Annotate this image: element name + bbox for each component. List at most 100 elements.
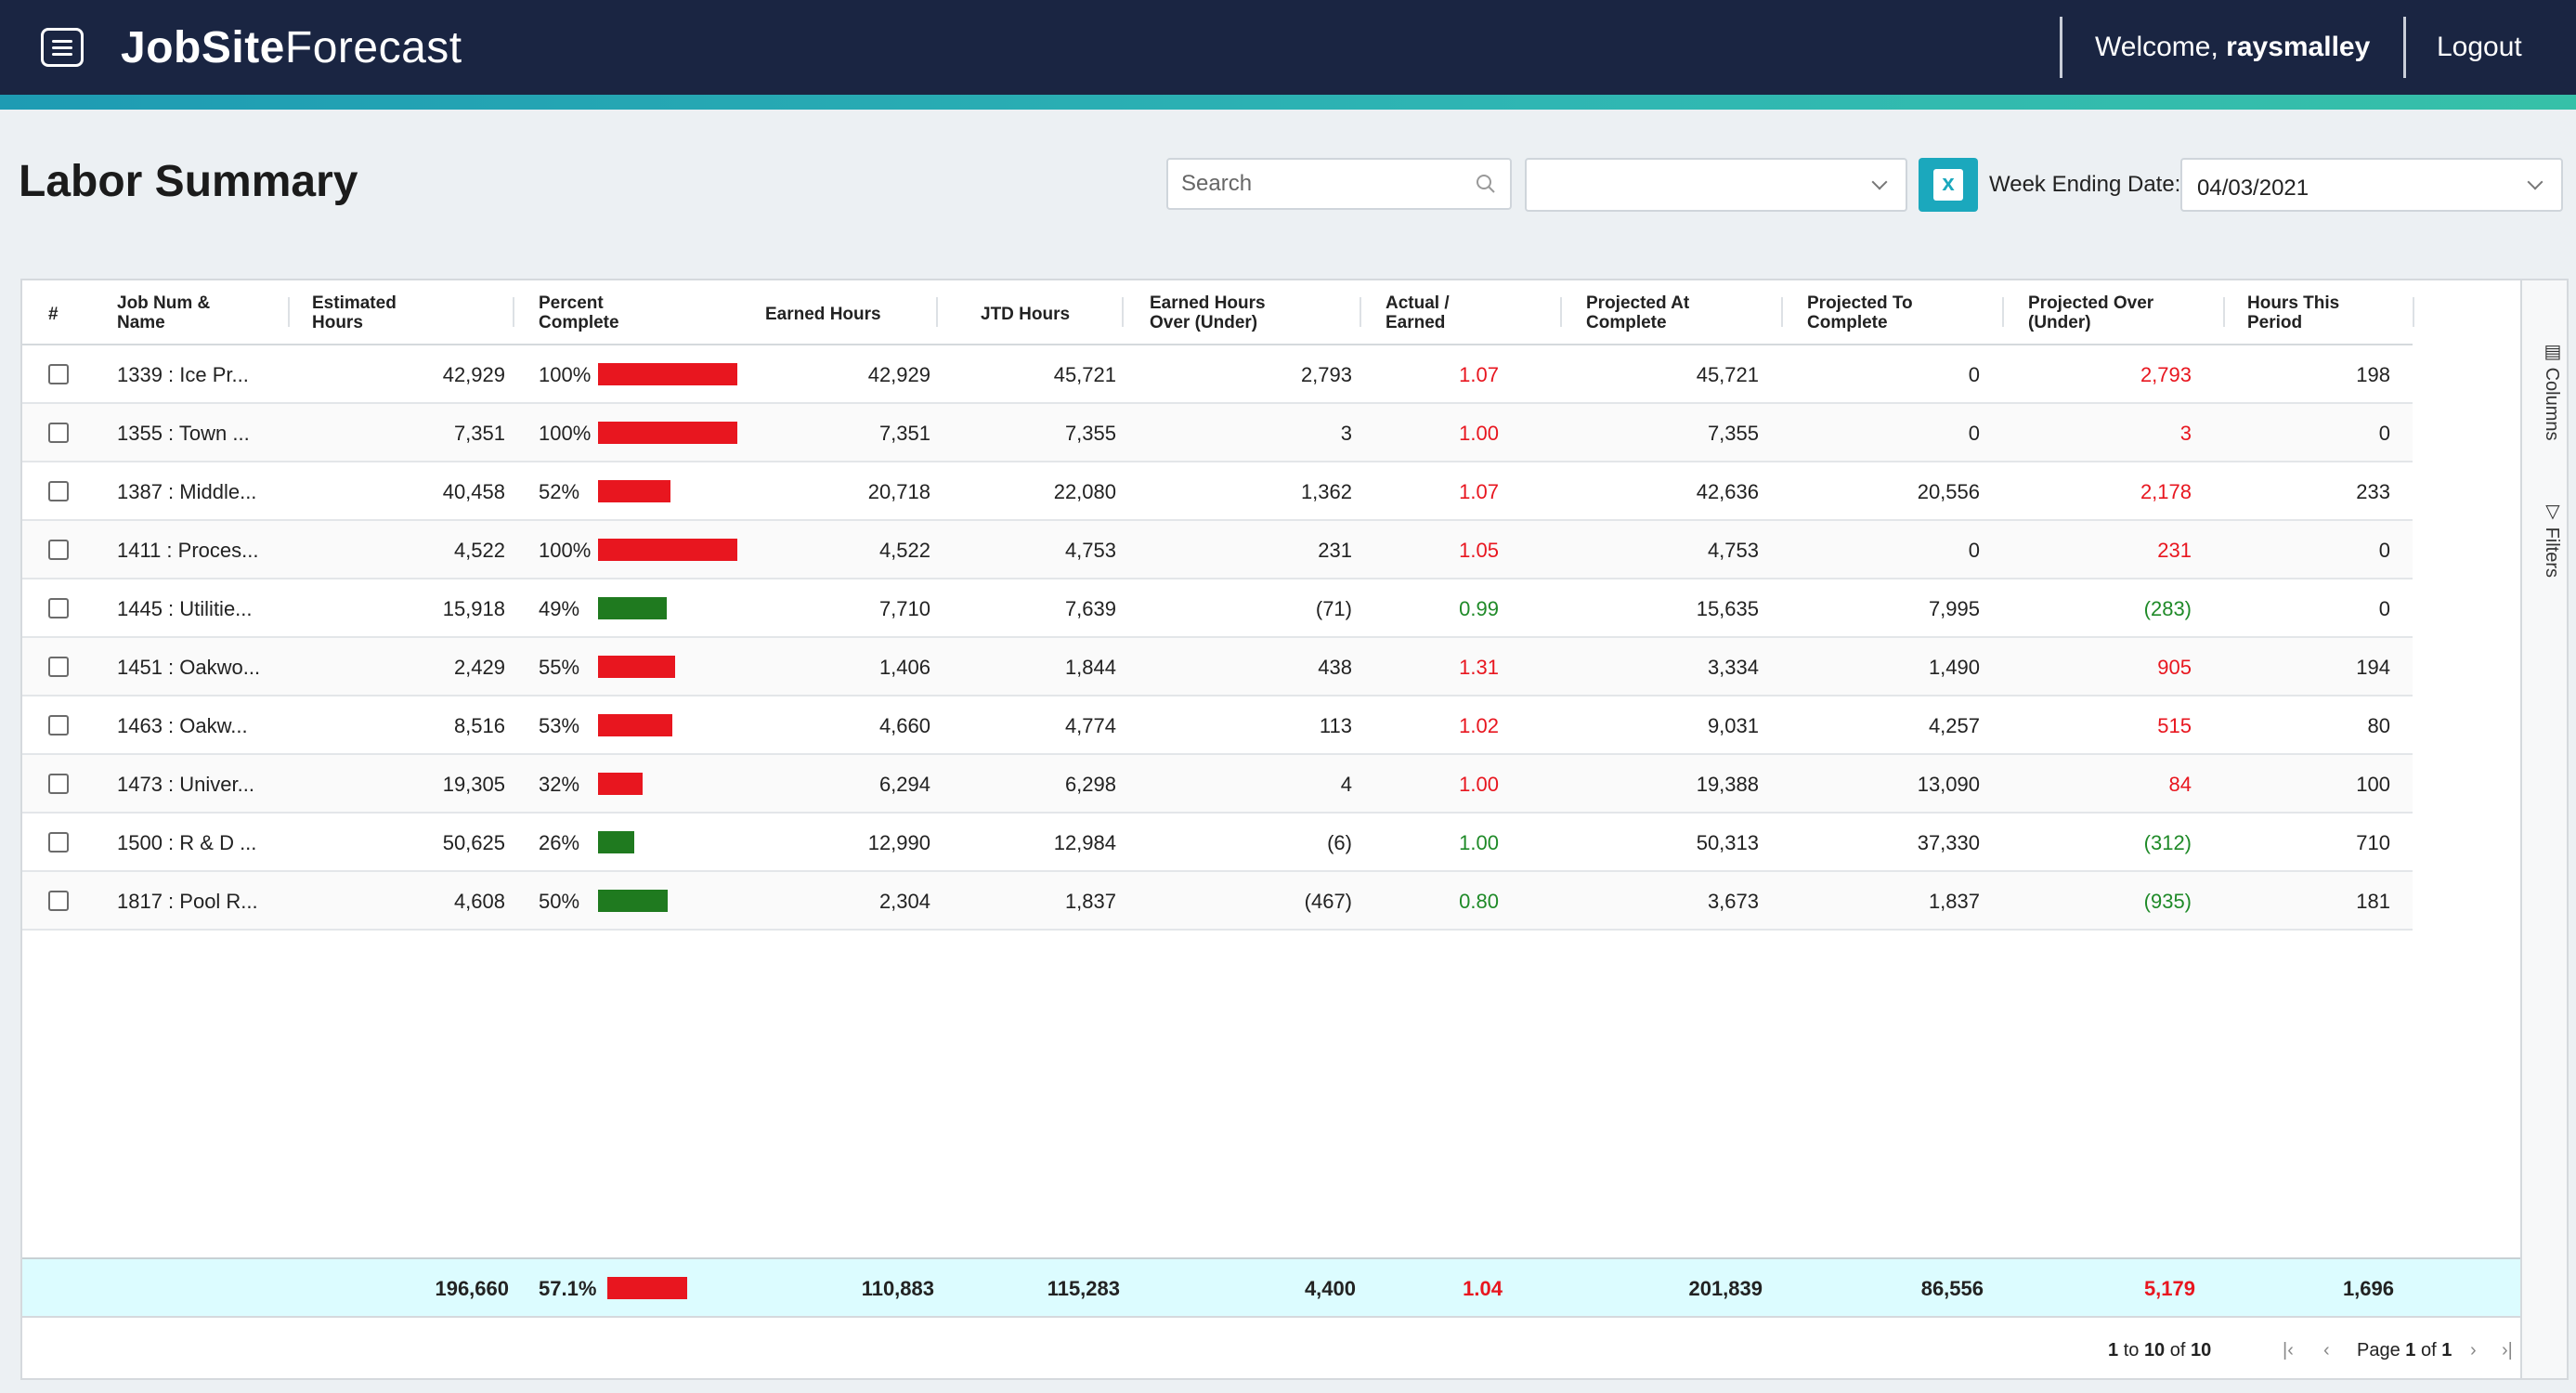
table-row[interactable]: 1500 : R & D ... 50,625 26% 12,990 12,984 (6)… [22, 814, 2413, 872]
job-name-cell[interactable]: 1473 : Univer... [117, 773, 254, 796]
search-box[interactable] [1166, 158, 1512, 210]
job-name-cell[interactable]: 1445 : Utilitie... [117, 597, 253, 620]
table-row[interactable]: 1463 : Oakw... 8,516 53% 4,660 4,774 113 1.02 9… [22, 696, 2413, 755]
col-header-hours-this-period[interactable]: Hours This Period [2247, 293, 2340, 332]
percent-complete-cell: 55% [539, 656, 580, 679]
col-header-projected-at-complete[interactable]: Projected At Complete [1586, 293, 1690, 332]
table-row[interactable]: 1817 : Pool R... 4,608 50% 2,304 1,837 (467) 0… [22, 872, 2413, 931]
hours-this-period-cell: 181 [2356, 890, 2390, 913]
jtd-hours-cell: 45,721 [1053, 363, 1116, 386]
week-ending-value: 04/03/2021 [2197, 176, 2309, 201]
pagination-bar: 1 to 10 of 10 |‹ ‹ Page 1 of 1 › ›| [22, 1316, 2522, 1378]
filter-dropdown[interactable] [1525, 158, 1907, 212]
header-divider [2403, 17, 2406, 78]
projected-to-complete-cell: 0 [1968, 539, 1980, 562]
row-checkbox[interactable] [48, 832, 69, 853]
projected-at-complete-cell: 3,673 [1707, 890, 1759, 913]
job-name-cell[interactable]: 1500 : R & D ... [117, 831, 257, 854]
table-row[interactable]: 1339 : Ice Pr... 42,929 100% 42,929 45,721 2,… [22, 345, 2413, 404]
col-header-earned-over-under[interactable]: Earned Hours Over (Under) [1150, 293, 1266, 332]
projected-at-complete-cell: 50,313 [1696, 831, 1759, 854]
estimated-hours-cell: 4,522 [453, 539, 505, 562]
percent-complete-cell: 53% [539, 714, 580, 737]
total-hours-this-period: 1,696 [2342, 1277, 2394, 1300]
row-checkbox[interactable] [48, 891, 69, 911]
earned-over-under-cell: (6) [1327, 831, 1352, 854]
username: raysmalley [2226, 32, 2371, 62]
actual-earned-cell: 1.00 [1459, 773, 1499, 796]
columns-panel-tab[interactable]: ▤ Columns [2542, 340, 2562, 441]
search-input[interactable] [1168, 160, 1456, 208]
table-row[interactable]: 1387 : Middle... 40,458 52% 20,718 22,080 1,3… [22, 462, 2413, 521]
actual-earned-cell: 1.02 [1459, 714, 1499, 737]
percent-complete-bar [598, 890, 668, 912]
total-earned: 110,883 [861, 1277, 934, 1300]
brand-logo[interactable]: JobSiteForecast [121, 23, 462, 72]
table-row[interactable]: 1451 : Oakwo... 2,429 55% 1,406 1,844 438 1.31… [22, 638, 2413, 696]
next-page-icon[interactable]: › [2470, 1340, 2477, 1360]
filters-panel-tab[interactable]: ▽ Filters [2542, 500, 2562, 579]
first-page-icon[interactable]: |‹ [2283, 1340, 2294, 1360]
col-header-projected-to-complete[interactable]: Projected To Complete [1807, 293, 1913, 332]
total-projected-at-complete: 201,839 [1688, 1277, 1763, 1300]
col-header-estimated-hours[interactable]: Estimated Hours [312, 293, 397, 332]
projected-to-complete-cell: 0 [1968, 363, 1980, 386]
col-header-projected-over-under[interactable]: Projected Over (Under) [2028, 293, 2154, 332]
actual-earned-cell: 1.00 [1459, 831, 1499, 854]
logout-link[interactable]: Logout [2437, 32, 2522, 62]
table-row[interactable]: 1355 : Town ... 7,351 100% 7,351 7,355 3 1.00 7… [22, 404, 2413, 462]
week-ending-select[interactable]: 04/03/2021 [2180, 158, 2563, 212]
col-header-index[interactable]: # [48, 305, 59, 324]
projected-to-complete-cell: 7,995 [1928, 597, 1980, 620]
percent-complete-cell: 49% [539, 597, 580, 620]
job-name-cell[interactable]: 1355 : Town ... [117, 422, 250, 445]
percent-complete-cell: 100% [539, 422, 592, 445]
row-checkbox[interactable] [48, 715, 69, 736]
projected-at-complete-cell: 42,636 [1696, 480, 1759, 503]
row-checkbox[interactable] [48, 423, 69, 443]
job-name-cell[interactable]: 1387 : Middle... [117, 480, 257, 503]
job-name-cell[interactable]: 1817 : Pool R... [117, 890, 258, 913]
job-name-cell[interactable]: 1339 : Ice Pr... [117, 363, 249, 386]
table-row[interactable]: 1411 : Proces... 4,522 100% 4,522 4,753 231 1.… [22, 521, 2413, 579]
row-checkbox[interactable] [48, 657, 69, 677]
col-header-actual-earned[interactable]: Actual / Earned [1386, 293, 1450, 332]
earned-hours-cell: 20,718 [867, 480, 930, 503]
col-header-earned-hours[interactable]: Earned Hours [765, 305, 881, 324]
row-checkbox[interactable] [48, 364, 69, 384]
hours-this-period-cell: 0 [2378, 597, 2390, 620]
col-header-job[interactable]: Job Num & Name [117, 293, 211, 332]
estimated-hours-cell: 2,429 [453, 656, 505, 679]
percent-complete-cell: 26% [539, 831, 580, 854]
table-row[interactable]: 1473 : Univer... 19,305 32% 6,294 6,298 4 1.00… [22, 755, 2413, 814]
labor-summary-grid: # Job Num & Name Estimated Hours Percent Co… [20, 279, 2569, 1380]
export-excel-button[interactable]: x [1919, 158, 1978, 212]
jtd-hours-cell: 12,984 [1053, 831, 1116, 854]
projected-to-complete-cell: 13,090 [1917, 773, 1980, 796]
job-name-cell[interactable]: 1411 : Proces... [117, 539, 259, 562]
last-page-icon[interactable]: ›| [2502, 1340, 2513, 1360]
hours-this-period-cell: 194 [2356, 656, 2390, 679]
col-header-jtd-hours[interactable]: JTD Hours [981, 305, 1071, 324]
actual-earned-cell: 1.05 [1459, 539, 1499, 562]
projected-to-complete-cell: 0 [1968, 422, 1980, 445]
earned-hours-cell: 6,294 [878, 773, 930, 796]
row-checkbox[interactable] [48, 481, 69, 501]
job-name-cell[interactable]: 1463 : Oakw... [117, 714, 248, 737]
row-checkbox[interactable] [48, 598, 69, 618]
hours-this-period-cell: 80 [2367, 714, 2390, 737]
job-name-cell[interactable]: 1451 : Oakwo... [117, 656, 261, 679]
estimated-hours-cell: 4,608 [453, 890, 505, 913]
prev-page-icon[interactable]: ‹ [2323, 1340, 2330, 1360]
jtd-hours-cell: 6,298 [1064, 773, 1116, 796]
row-checkbox[interactable] [48, 774, 69, 794]
projected-over-under-cell: 2,793 [2140, 363, 2192, 386]
table-row[interactable]: 1445 : Utilitie... 15,918 49% 7,710 7,639 (71… [22, 579, 2413, 638]
filter-icon: ▽ [2542, 500, 2562, 522]
actual-earned-cell: 1.00 [1459, 422, 1499, 445]
row-checkbox[interactable] [48, 540, 69, 560]
earned-hours-cell: 42,929 [867, 363, 930, 386]
col-header-percent-complete[interactable]: Percent Complete [539, 293, 619, 332]
projected-at-complete-cell: 45,721 [1696, 363, 1759, 386]
menu-icon[interactable] [41, 28, 84, 67]
